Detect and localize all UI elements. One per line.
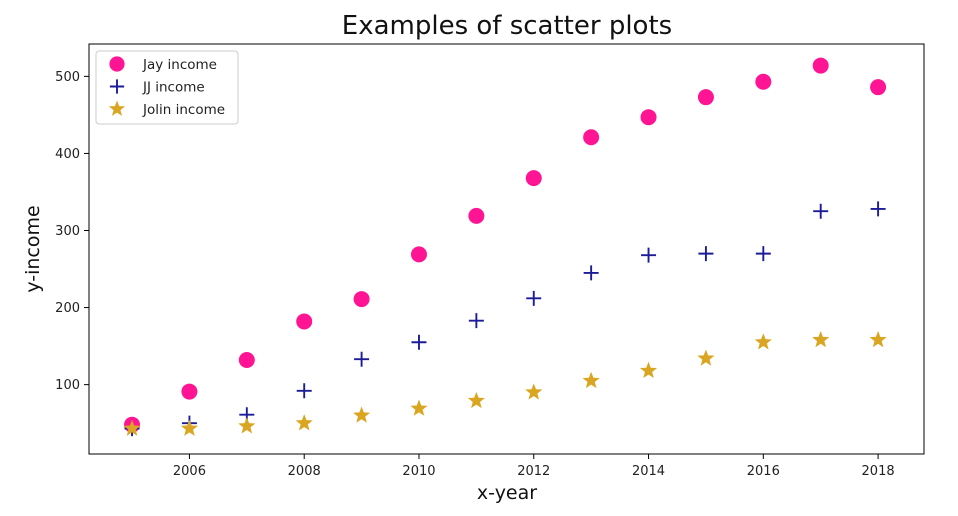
data-point	[411, 334, 427, 350]
data-point	[238, 351, 255, 368]
data-point	[639, 361, 658, 379]
data-point	[582, 371, 600, 389]
legend-marker	[109, 56, 125, 72]
data-point	[870, 201, 886, 217]
data-point	[467, 391, 485, 409]
data-point	[468, 313, 484, 329]
legend-item: Jolin income	[108, 100, 225, 118]
data-point	[697, 349, 715, 366]
data-point	[583, 265, 599, 281]
data-point	[468, 207, 485, 224]
data-point	[754, 333, 772, 350]
data-point	[180, 419, 198, 436]
series-plus	[124, 201, 886, 437]
data-point	[697, 89, 714, 106]
legend-marker	[108, 100, 126, 116]
data-point	[526, 290, 542, 306]
chart-title: Examples of scatter plots	[342, 11, 672, 41]
data-point	[870, 79, 887, 96]
data-point	[410, 246, 427, 263]
legend-label: Jay income	[142, 57, 217, 73]
x-tick-label: 2014	[632, 464, 665, 479]
data-point	[296, 383, 312, 399]
legend-marker	[109, 79, 125, 94]
x-axis-label: x-year	[477, 482, 537, 504]
data-point	[525, 170, 542, 187]
legend-label: Jolin income	[142, 102, 225, 118]
y-axis-label: y-income	[22, 205, 44, 292]
x-tick-label: 2018	[862, 464, 895, 479]
legend-item: Jay income	[109, 56, 217, 73]
y-tick-label: 200	[55, 301, 80, 316]
legend-item: JJ income	[109, 79, 205, 96]
series-star	[123, 330, 887, 436]
y-tick-label: 500	[55, 70, 80, 85]
data-point	[525, 383, 543, 400]
data-point	[869, 330, 887, 348]
data-point	[641, 247, 657, 263]
data-point	[181, 383, 198, 400]
x-tick-label: 2008	[288, 464, 321, 479]
data-point	[755, 73, 772, 90]
data-point	[353, 406, 371, 423]
data-point	[353, 291, 370, 308]
data-point	[698, 246, 714, 262]
data-point	[812, 330, 830, 348]
legend: Jay income JJ income Jolin income	[95, 50, 239, 125]
data-point	[354, 351, 370, 367]
data-point	[410, 399, 428, 416]
data-point	[238, 417, 256, 434]
data-point	[295, 414, 313, 431]
data-points	[123, 57, 887, 437]
legend-label: JJ income	[142, 80, 205, 96]
y-tick-label: 400	[55, 147, 80, 162]
data-point	[123, 419, 141, 436]
x-tick-label: 2006	[173, 464, 206, 479]
x-tick-label: 2016	[747, 464, 780, 479]
data-point	[813, 203, 829, 219]
data-point	[755, 246, 771, 262]
y-axis: 100 200 300 400 500	[55, 70, 89, 393]
data-point	[296, 313, 313, 330]
x-axis: 2006 2008 2010 2012 2014 2016 2018	[173, 454, 895, 479]
y-tick-label: 300	[55, 224, 80, 239]
data-point	[812, 57, 829, 74]
y-tick-label: 100	[55, 378, 80, 393]
x-tick-label: 2010	[402, 464, 435, 479]
legend-box	[95, 50, 239, 125]
plot-area-frame	[88, 43, 925, 455]
data-point	[640, 109, 657, 126]
x-tick-label: 2012	[517, 464, 550, 479]
data-point	[583, 129, 600, 146]
